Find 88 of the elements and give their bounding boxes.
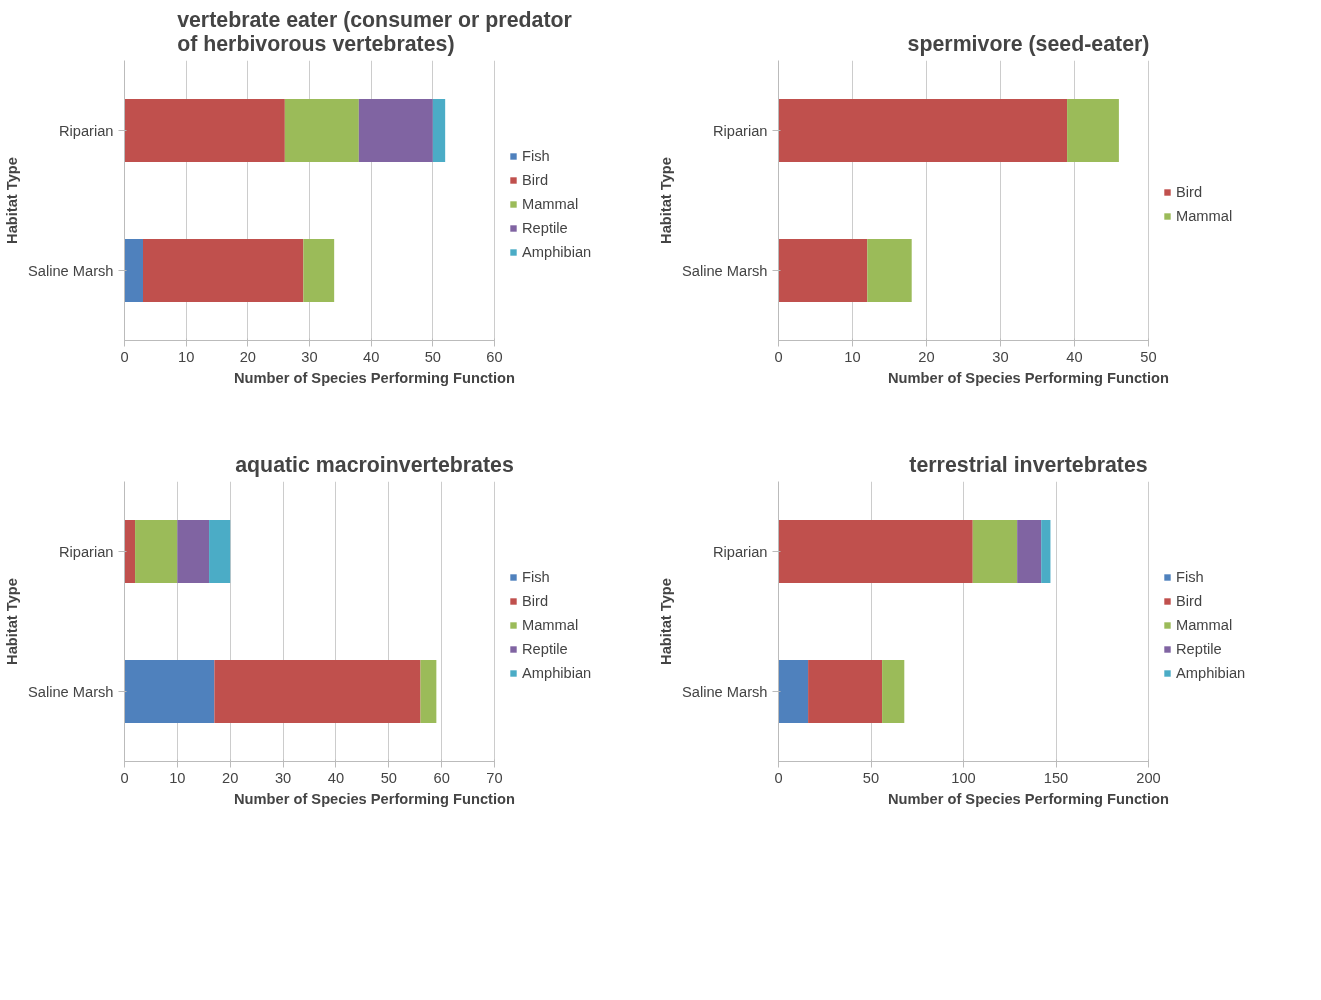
- legend-label: Amphibian: [522, 244, 592, 260]
- legend-label: Amphibian: [1176, 665, 1246, 681]
- bar: [882, 660, 905, 723]
- y-tick-label: Saline Marsh: [681, 262, 768, 279]
- x-tick-label: 0: [120, 348, 129, 365]
- y-axis-title: Habitat Type: [3, 578, 20, 665]
- y-tick-label: Riparian: [58, 122, 114, 139]
- x-tick-label: 40: [363, 348, 380, 365]
- bar: [135, 520, 178, 583]
- bar: [432, 99, 446, 162]
- bar: [358, 99, 433, 162]
- x-tick-label: 50: [862, 769, 880, 786]
- x-tick-label: 40: [1066, 348, 1083, 365]
- legend-label: Bird: [1176, 593, 1203, 609]
- x-tick-label: 20: [239, 348, 256, 365]
- bar: [124, 660, 215, 723]
- bar: [867, 239, 912, 302]
- x-tick-label: 70: [486, 769, 503, 786]
- chart-title: vertebrate eater (consumer or predator of herbivorous vertebrates): [177, 7, 572, 56]
- bar: [284, 99, 359, 162]
- bar: [177, 520, 210, 583]
- x-tick-label: 10: [169, 769, 186, 786]
- legend-label: Reptile: [522, 220, 568, 236]
- x-tick-label: 50: [424, 348, 441, 365]
- chart-title: aquatic macroinvertebrates: [235, 452, 514, 477]
- x-tick-label: 10: [178, 348, 195, 365]
- legend-label: Mammal: [1176, 208, 1233, 224]
- legend-label: Mammal: [522, 196, 579, 212]
- legend-label: Fish: [1176, 569, 1204, 585]
- x-tick-label: 150: [1043, 769, 1069, 786]
- bar: [124, 99, 285, 162]
- x-tick-label: 20: [918, 348, 935, 365]
- x-axis-title: Number of Species Performing Function: [888, 790, 1170, 807]
- legend-label: Bird: [1176, 184, 1203, 200]
- bar: [1017, 520, 1042, 583]
- y-axis-title: Habitat Type: [3, 157, 20, 244]
- legend-label: Mammal: [1176, 617, 1233, 633]
- bar: [214, 660, 421, 723]
- x-axis-title: Number of Species Performing Function: [234, 790, 516, 807]
- bar: [778, 520, 973, 583]
- x-tick-label: 30: [274, 769, 292, 786]
- y-tick-label: Saline Marsh: [27, 683, 114, 700]
- bar: [1041, 520, 1051, 583]
- y-tick-label: Riparian: [712, 543, 768, 560]
- y-axis-title: Habitat Type: [657, 578, 674, 665]
- legend-label: Reptile: [522, 641, 568, 657]
- legend-label: Amphibian: [522, 665, 592, 681]
- y-tick-label: Saline Marsh: [681, 683, 768, 700]
- x-tick-label: 0: [774, 769, 783, 786]
- legend-label: Bird: [522, 172, 549, 188]
- legend-label: Bird: [522, 593, 549, 609]
- legend-label: Mammal: [522, 617, 579, 633]
- legend-label: Fish: [522, 148, 550, 164]
- bar: [778, 660, 809, 723]
- bar: [124, 520, 136, 583]
- chart-title: spermivore (seed-eater): [907, 31, 1150, 56]
- bar: [209, 520, 231, 583]
- bar: [124, 239, 143, 302]
- bar: [1067, 99, 1119, 162]
- x-tick-label: 50: [1140, 348, 1157, 365]
- x-axis-title: Number of Species Performing Function: [888, 369, 1170, 386]
- x-tick-label: 30: [992, 348, 1009, 365]
- x-tick-label: 40: [327, 769, 345, 786]
- x-axis-title: Number of Species Performing Function: [234, 369, 516, 386]
- x-tick-label: 20: [222, 769, 239, 786]
- x-tick-label: 100: [951, 769, 976, 786]
- y-tick-label: Saline Marsh: [27, 262, 114, 279]
- legend-label: Fish: [522, 569, 550, 585]
- x-tick-label: 30: [301, 348, 318, 365]
- bar: [420, 660, 437, 723]
- x-tick-label: 0: [120, 769, 129, 786]
- legend-label: Reptile: [1176, 641, 1222, 657]
- y-axis-title: Habitat Type: [657, 157, 674, 244]
- chart-title: terrestrial invertebrates: [909, 452, 1148, 477]
- bar: [778, 239, 868, 302]
- x-tick-label: 50: [380, 769, 397, 786]
- bar: [303, 239, 335, 302]
- x-tick-label: 60: [486, 348, 503, 365]
- bar: [972, 520, 1018, 583]
- bar: [143, 239, 304, 302]
- bar: [808, 660, 883, 723]
- x-tick-label: 10: [844, 348, 861, 365]
- x-tick-label: 0: [774, 348, 783, 365]
- x-tick-label: 200: [1136, 769, 1161, 786]
- x-tick-label: 60: [433, 769, 450, 786]
- bar: [778, 99, 1068, 162]
- y-tick-label: Riparian: [58, 543, 114, 560]
- y-tick-label: Riparian: [712, 122, 768, 139]
